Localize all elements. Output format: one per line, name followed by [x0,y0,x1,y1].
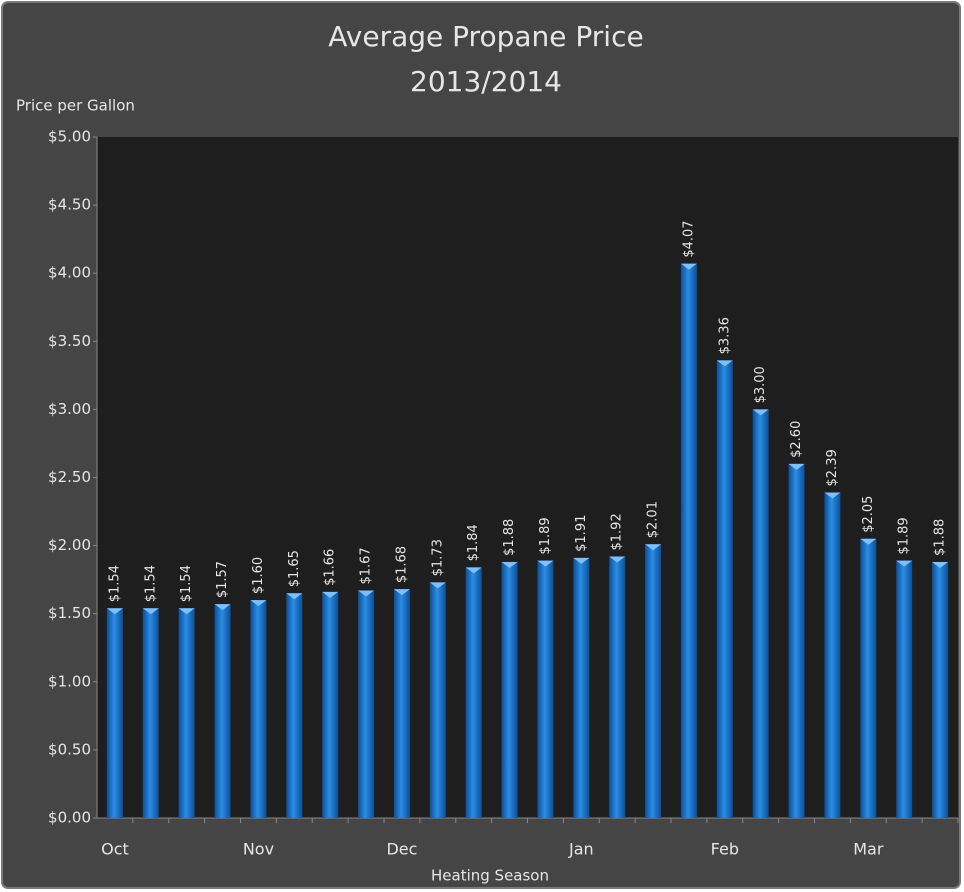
bar [680,263,697,818]
value-label: $1.54 [143,565,158,602]
value-label: $2.60 [789,421,804,458]
bar [860,538,877,818]
bar-cap [716,360,733,367]
x-tick-label: Mar [853,840,884,859]
value-label: $1.84 [466,524,481,561]
bar-cap [645,544,662,551]
chart-title: Average Propane Price [328,20,643,53]
bar [824,492,841,818]
value-label: $1.68 [394,546,409,583]
y-tick-label: $5.00 [48,128,91,146]
bar-cap [393,589,410,596]
bar [178,608,195,818]
bar [788,463,805,818]
value-label: $1.92 [610,513,625,550]
bar-cap [932,561,949,568]
x-tick-label: Jan [568,840,594,859]
value-label: $3.36 [717,317,732,354]
value-label: $1.73 [430,539,445,576]
bar-cap [501,561,518,568]
value-label: $2.39 [825,449,840,486]
x-tick-label: Feb [711,840,739,859]
value-label: $1.89 [538,517,553,554]
bar [250,600,267,818]
bar [932,561,949,818]
bar-cap [106,608,123,615]
value-label: $1.65 [287,550,302,587]
value-label: $1.60 [251,557,266,594]
value-label: $1.88 [933,519,948,556]
bar-cap [286,593,303,600]
bar-cap [429,582,446,589]
bar [214,604,231,818]
y-tick-label: $1.00 [48,672,91,690]
value-label: $1.54 [107,565,122,602]
value-label: $1.89 [897,517,912,554]
bar-cap [860,538,877,545]
y-tick-label: $4.00 [48,264,91,282]
value-label: $3.00 [753,366,768,403]
bar [501,561,518,818]
bar [142,608,159,818]
bar [752,409,769,818]
value-label: $1.66 [323,549,338,586]
value-label: $1.88 [502,519,517,556]
y-tick-label: $1.50 [48,604,91,622]
y-tick-label: $2.00 [48,536,91,554]
bar-cap [788,463,805,470]
value-label: $1.91 [574,515,589,552]
y-tick-label: $4.50 [48,196,91,214]
value-label: $1.54 [179,565,194,602]
y-tick-label: $0.00 [48,809,91,827]
bar [393,589,410,818]
bar-cap [609,556,626,563]
bar [609,556,626,818]
bar-cap [358,590,375,597]
y-tick-label: $2.50 [48,468,91,486]
bar-cap [322,591,339,598]
bar [286,593,303,818]
x-tick-label: Nov [243,840,274,859]
y-tick-label: $3.00 [48,400,91,418]
plot-area [97,137,958,818]
bar-cap [824,492,841,499]
value-label: $1.57 [215,561,230,598]
bar-cap [142,608,159,615]
bar [537,560,554,818]
x-tick-label: Dec [386,840,417,859]
bar [322,591,339,818]
bar [429,582,446,818]
bar [358,590,375,818]
bar-cap [465,567,482,574]
bar [573,557,590,818]
bar [896,560,913,818]
bar-cap [537,560,554,567]
value-label: $2.05 [861,496,876,533]
bar [716,360,733,818]
y-axis-label: Price per Gallon [16,97,135,115]
chart-subtitle: 2013/2014 [410,65,562,98]
bar-cap [178,608,195,615]
bar-cap [214,604,231,611]
bar-cap [573,557,590,564]
x-tick-label: Oct [101,840,129,859]
bar [465,567,482,818]
bar-cap [752,409,769,416]
y-tick-label: $3.50 [48,332,91,350]
bar [106,608,123,818]
value-label: $1.67 [359,547,374,584]
bar-cap [680,263,697,270]
x-axis-label: Heating Season [431,867,549,885]
bar-cap [896,560,913,567]
value-label: $4.07 [681,220,696,257]
bar [645,544,662,818]
value-label: $2.01 [646,501,661,538]
y-tick-label: $0.50 [48,740,91,758]
bar-cap [250,600,267,607]
